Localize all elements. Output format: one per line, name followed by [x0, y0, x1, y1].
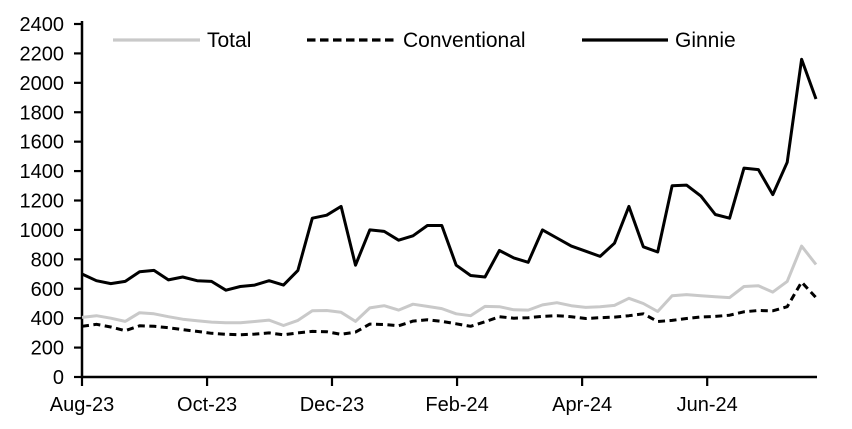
- axes: 0 200 400 600 800 1000 1200 1400 1600 1800 2000 220…: [20, 14, 817, 416]
- x-axis-tick-label: Feb-24: [425, 394, 488, 416]
- ginnie-series-line: [81, 57, 818, 292]
- y-axis-tick-label: 0: [53, 367, 64, 389]
- y-axis-tick-label: 200: [31, 338, 64, 360]
- legend: Total Conventional Ginnie: [113, 29, 736, 52]
- y-axis-tick-label: 2400: [20, 14, 65, 36]
- y-axis-tick-label: 2000: [20, 73, 65, 95]
- y-axis-tick-label: 1600: [20, 132, 65, 154]
- y-axis-tick-label: 1200: [20, 191, 65, 213]
- legend-total-label: Total: [207, 29, 251, 52]
- legend-ginnie-label: Ginnie: [675, 29, 736, 52]
- total-series-line: [81, 244, 818, 327]
- x-axis-tick-label: Oct-23: [177, 394, 237, 416]
- y-axis-tick-label: 400: [31, 308, 64, 330]
- y-axis-tick-label: 600: [31, 279, 64, 301]
- y-axis-tick-label: 1000: [20, 220, 65, 242]
- conventional-series-line: [81, 280, 818, 337]
- x-axis-tick-label: Apr-24: [552, 394, 612, 416]
- y-axis-tick-label: 1400: [20, 161, 65, 183]
- x-axis-tick-label: Aug-23: [50, 394, 115, 416]
- legend-conventional-label: Conventional: [403, 29, 526, 52]
- x-axis-tick-label: Dec-23: [300, 394, 364, 416]
- y-axis-tick-label: 1800: [20, 102, 65, 124]
- y-axis-tick-label: 800: [31, 249, 64, 271]
- x-axis-tick-label: Jun-24: [677, 394, 738, 416]
- y-axis-tick-label: 2200: [20, 43, 65, 65]
- series-lines: [81, 57, 818, 337]
